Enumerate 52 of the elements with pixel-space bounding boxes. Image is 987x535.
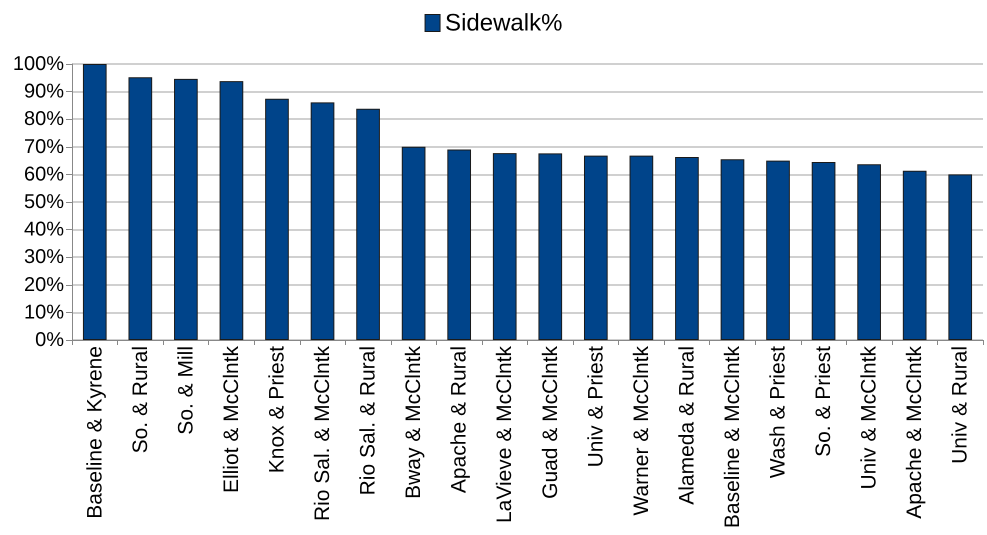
bar — [902, 170, 927, 340]
y-tick-label: 0% — [35, 329, 64, 351]
y-tick-label: 50% — [24, 191, 64, 213]
bar — [82, 64, 107, 340]
y-tick-label: 100% — [12, 53, 64, 75]
bar — [174, 78, 198, 340]
x-tick-label: LaVieve & McClntk — [493, 346, 516, 524]
x-tick-label: Apache & McClntk — [903, 346, 926, 519]
x-tick-label: Guad & McClntk — [538, 346, 562, 499]
bar — [584, 156, 608, 340]
y-tick-label: 10% — [24, 301, 64, 324]
bar — [128, 77, 152, 340]
y-tick-label: 70% — [24, 136, 64, 158]
legend-label: Sidewalk% — [445, 10, 562, 36]
y-tick-label: 90% — [24, 80, 64, 103]
x-tick-label: Univ & McClntk — [858, 346, 881, 490]
bar — [857, 164, 881, 340]
x-tick-label: Univ & Rural — [948, 346, 972, 464]
x-tick-label: Univ & Priest — [584, 346, 608, 468]
x-tick-label: Knox & Priest — [265, 346, 288, 474]
bar — [630, 156, 654, 340]
y-tick-label: 40% — [24, 218, 64, 241]
bar — [265, 98, 289, 340]
bar — [766, 160, 790, 340]
x-tick-label: Bway & McClntk — [402, 346, 426, 499]
bar — [538, 153, 562, 340]
x-tick-label: Baseline & Kyrene — [83, 346, 106, 519]
x-tick-label: Alameda & Rural — [675, 346, 698, 505]
y-tick-label: 20% — [24, 274, 64, 296]
bar — [675, 157, 699, 340]
x-tick-label: Elliot & McClntk — [220, 346, 243, 494]
x-tick-label: Rio Sal. & McClntk — [311, 346, 334, 522]
bar — [447, 150, 472, 340]
y-tick-label: 30% — [24, 246, 64, 268]
x-tick-label: So. & Priest — [812, 346, 836, 457]
bar — [812, 162, 836, 340]
bar — [948, 174, 972, 340]
x-tick-label: Apache & Rural — [448, 346, 471, 494]
x-tick-label: So. & Mill — [174, 346, 198, 435]
bar — [220, 81, 244, 340]
bar — [356, 108, 380, 340]
x-tick-label: Rio Sal. & Rural — [356, 346, 380, 496]
x-tick-label: Baseline & McClntk — [720, 346, 744, 528]
bar — [402, 146, 426, 340]
bar — [492, 153, 517, 340]
bar — [720, 159, 744, 340]
x-tick-label: So. & Rural — [128, 346, 152, 454]
y-tick-label: 80% — [24, 108, 64, 130]
bar — [310, 102, 334, 340]
y-tick-label: 60% — [24, 163, 64, 186]
x-tick-label: Wash & Priest — [766, 346, 790, 478]
x-tick-label: Warner & McClntk — [630, 346, 653, 516]
